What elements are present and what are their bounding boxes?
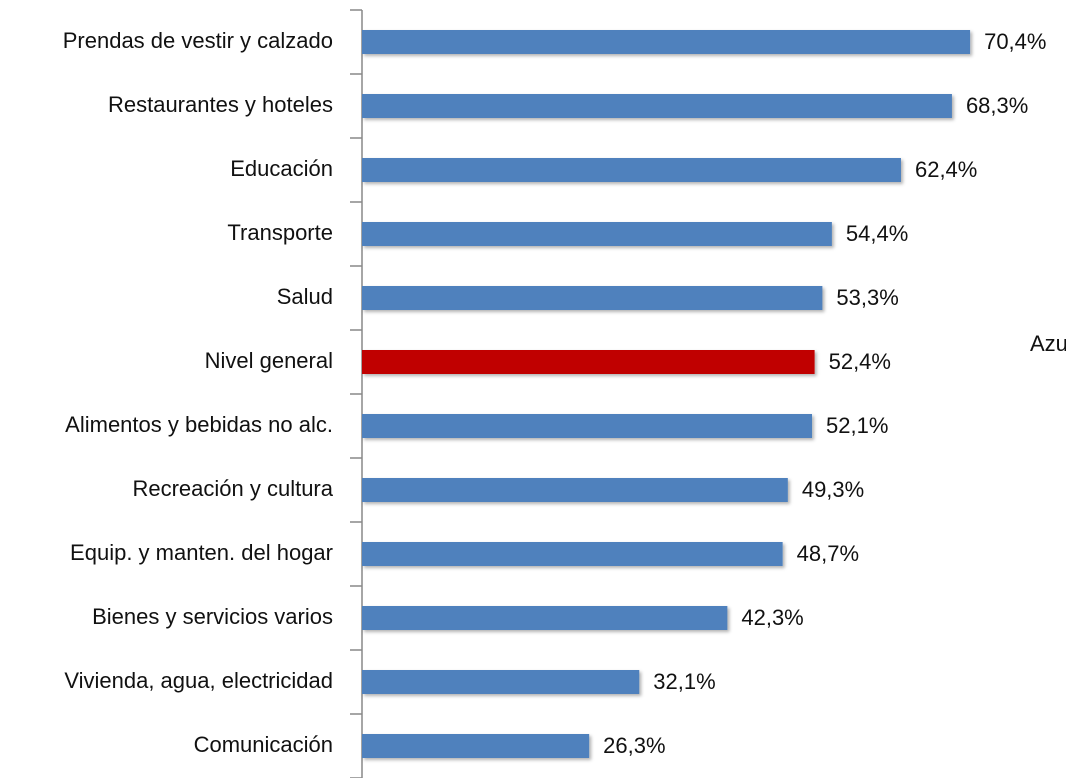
y-tick-label: Recreación y cultura <box>132 476 333 501</box>
bar <box>362 542 783 566</box>
y-tick-label: Nivel general <box>205 348 333 373</box>
bar <box>362 734 590 758</box>
y-tick-label: Educación <box>230 156 333 181</box>
value-label: 54,4% <box>846 221 908 246</box>
value-label: 62,4% <box>915 157 977 182</box>
bar <box>362 478 788 502</box>
bar <box>362 158 901 182</box>
bar <box>362 30 971 54</box>
y-tick-label: Prendas de vestir y calzado <box>63 28 333 53</box>
bar <box>362 606 728 630</box>
bar <box>362 670 640 694</box>
y-tick-label: Salud <box>277 284 333 309</box>
y-tick-label: Equip. y manten. del hogar <box>70 540 333 565</box>
y-tick-label: Alimentos y bebidas no alc. <box>65 412 333 437</box>
value-label: 42,3% <box>741 605 803 630</box>
y-tick-label: Restaurantes y hoteles <box>108 92 333 117</box>
value-label: 26,3% <box>603 733 665 758</box>
y-tick-label: Comunicación <box>194 732 333 757</box>
bar <box>362 94 952 118</box>
annotation: Azu <box>1030 331 1066 356</box>
value-label: 32,1% <box>653 669 715 694</box>
value-label: 53,3% <box>836 285 898 310</box>
y-tick-label: Transporte <box>227 220 333 245</box>
value-label: 68,3% <box>966 93 1028 118</box>
value-label: 52,1% <box>826 413 888 438</box>
value-label: 49,3% <box>802 477 864 502</box>
y-tick-label: Vivienda, agua, electricidad <box>64 668 333 693</box>
bar <box>362 286 823 310</box>
bar <box>362 222 832 246</box>
value-label: 52,4% <box>829 349 891 374</box>
value-label: 48,7% <box>797 541 859 566</box>
bar <box>362 414 813 438</box>
bar <box>362 350 815 374</box>
y-tick-label: Bienes y servicios varios <box>92 604 333 629</box>
value-label: 70,4% <box>984 29 1046 54</box>
